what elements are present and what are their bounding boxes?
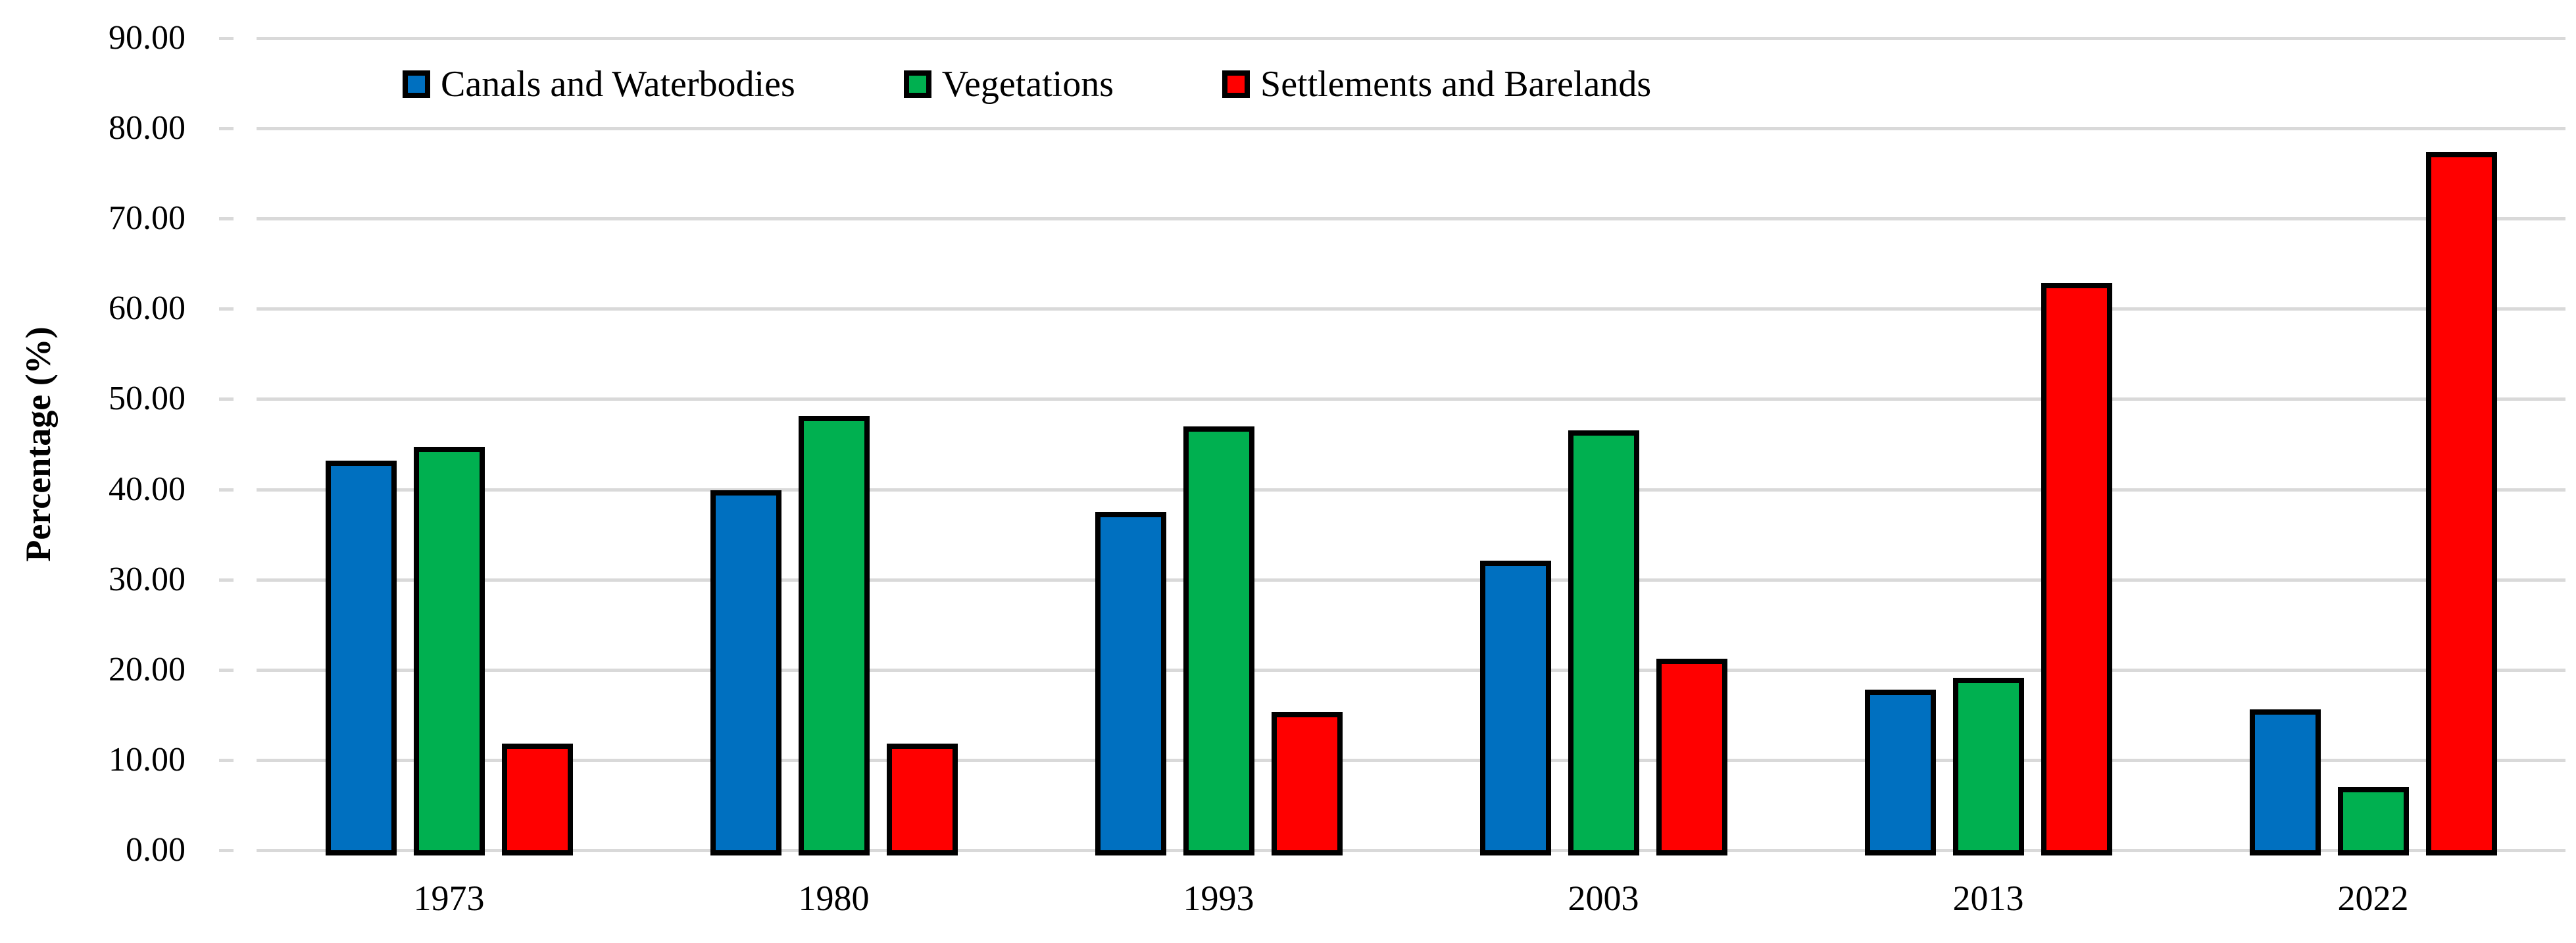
x-axis-label-1973: 1973 xyxy=(413,879,485,918)
y-axis-tick xyxy=(219,758,234,762)
y-axis-tick-label: 30.00 xyxy=(109,560,186,598)
bar-2013-settlements-and-barelands xyxy=(2041,283,2112,855)
gridline-10 xyxy=(257,758,2565,762)
gridline-0 xyxy=(257,849,2565,852)
y-axis-tick-label: 50.00 xyxy=(109,380,186,418)
bar-1980-vegetations xyxy=(798,416,870,855)
legend-label: Vegetations xyxy=(941,64,1114,105)
legend-swatch-icon xyxy=(403,70,430,98)
y-axis-tick-label: 10.00 xyxy=(109,740,186,778)
bar-1993-vegetations xyxy=(1183,426,1254,855)
bar-1993-canals-and-waterbodies xyxy=(1095,512,1166,855)
y-axis-tick xyxy=(219,127,234,131)
x-axis-label-1993: 1993 xyxy=(1183,879,1254,918)
legend-item-canals-and-waterbodies: Canals and Waterbodies xyxy=(403,66,795,103)
legend-label: Settlements and Barelands xyxy=(1260,64,1652,105)
legend-swatch-icon xyxy=(1222,70,1251,98)
x-axis-label-2022: 2022 xyxy=(2337,879,2409,918)
bar-2022-vegetations xyxy=(2337,787,2409,855)
y-axis-tick xyxy=(219,37,234,40)
x-axis-label-1980: 1980 xyxy=(798,879,870,918)
x-axis-label-2003: 2003 xyxy=(1568,879,1639,918)
bar-2013-canals-and-waterbodies xyxy=(1864,690,1936,855)
bar-group-2003 xyxy=(1411,38,1796,855)
y-axis-title: Percentage (%) xyxy=(18,326,58,562)
bar-group-2013 xyxy=(1796,38,2181,855)
y-axis-tick-label: 70.00 xyxy=(109,199,186,238)
bar-1980-settlements-and-barelands xyxy=(886,744,958,855)
y-axis-tick-label: 60.00 xyxy=(109,290,186,328)
gridline-60 xyxy=(257,307,2565,311)
legend: Canals and Waterbodies Vegetations Settlem… xyxy=(403,66,1651,103)
y-axis-tick xyxy=(219,307,234,311)
bar-1980-canals-and-waterbodies xyxy=(710,490,781,855)
gridline-80 xyxy=(257,127,2565,131)
gridline-70 xyxy=(257,217,2565,221)
y-axis-tick-label: 20.00 xyxy=(109,650,186,688)
bar-1973-vegetations xyxy=(413,447,485,855)
bar-group-1980 xyxy=(641,38,1026,855)
bar-2022-canals-and-waterbodies xyxy=(2249,709,2321,855)
bar-2003-canals-and-waterbodies xyxy=(1479,561,1551,855)
bar-2003-vegetations xyxy=(1568,430,1639,855)
bar-2003-settlements-and-barelands xyxy=(1656,659,1727,855)
legend-item-settlements-and-barelands: Settlements and Barelands xyxy=(1222,66,1651,103)
bar-1973-settlements-and-barelands xyxy=(501,744,573,855)
y-axis-tick-label: 80.00 xyxy=(109,109,186,147)
y-axis-tick xyxy=(219,488,234,492)
bar-1973-canals-and-waterbodies xyxy=(325,461,397,855)
y-axis-tick-label: 40.00 xyxy=(109,470,186,508)
bar-group-1993 xyxy=(1026,38,1411,855)
x-axis-label-2013: 2013 xyxy=(1952,879,2024,918)
y-axis-tick xyxy=(219,849,234,852)
y-axis-tick-label: 0.00 xyxy=(126,831,186,869)
y-axis-tick xyxy=(219,578,234,582)
legend-item-vegetations: Vegetations xyxy=(903,64,1114,105)
gridline-90 xyxy=(257,37,2565,40)
bar-group-2022 xyxy=(2181,38,2565,855)
gridline-20 xyxy=(257,668,2565,672)
bar-2013-vegetations xyxy=(1952,678,2024,855)
legend-label: Canals and Waterbodies xyxy=(441,64,795,105)
bar-2022-settlements-and-barelands xyxy=(2425,152,2497,855)
bar-group-1973 xyxy=(257,38,641,855)
y-axis-tick xyxy=(219,668,234,672)
legend-swatch-icon xyxy=(903,70,931,98)
gridline-40 xyxy=(257,488,2565,492)
y-axis-tick-label: 90.00 xyxy=(109,19,186,57)
y-axis-tick xyxy=(219,217,234,221)
y-axis-tick xyxy=(219,397,234,401)
gridline-30 xyxy=(257,578,2565,582)
gridline-50 xyxy=(257,397,2565,401)
bar-1993-settlements-and-barelands xyxy=(1271,712,1343,855)
